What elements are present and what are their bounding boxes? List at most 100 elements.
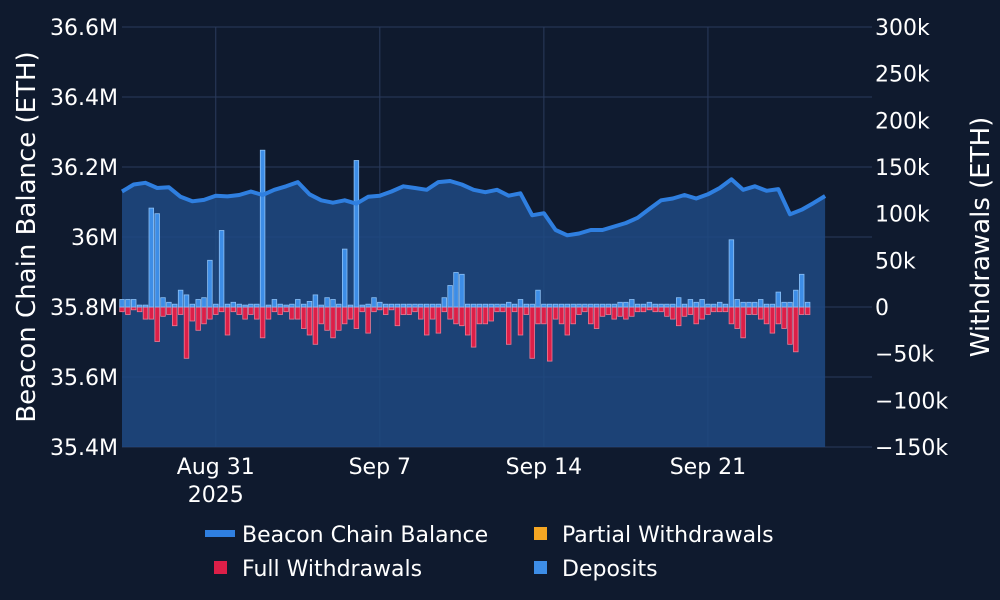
x-tick-sublabel: 2025: [188, 483, 244, 508]
full-withdrawal-bar: [717, 306, 723, 313]
y-right-tick-label: 50k: [875, 249, 916, 274]
full-withdrawal-bar: [365, 306, 371, 334]
y-right-tick-label: 300k: [875, 16, 930, 41]
full-withdrawal-bar: [318, 306, 324, 325]
y-right-tick-label: −50k: [875, 343, 934, 368]
full-withdrawal-bar: [230, 306, 236, 313]
deposit-bar: [295, 299, 301, 308]
deposit-bar: [781, 301, 787, 308]
y-right-tick-label: 250k: [875, 63, 930, 88]
deposit-bar: [189, 303, 195, 308]
deposit-bar: [746, 301, 752, 308]
deposit-bar: [793, 289, 799, 308]
deposit-bar: [224, 303, 231, 308]
full-withdrawal-bar: [664, 306, 670, 317]
full-withdrawal-bar: [295, 306, 301, 320]
y-left-tick-label: 35.8M: [50, 296, 118, 321]
deposit-bar: [353, 160, 360, 308]
balance-line: [120, 177, 827, 238]
full-withdrawal-bar: [593, 306, 600, 329]
full-withdrawal-bar: [482, 306, 488, 325]
deposit-bar: [347, 304, 354, 308]
full-withdrawal-bar: [441, 306, 447, 313]
full-withdrawal-bar: [136, 306, 143, 313]
deposit-bar: [300, 303, 307, 308]
full-withdrawal-bar: [347, 306, 354, 320]
full-withdrawal-bar: [629, 306, 635, 317]
full-withdrawal-bar: [470, 306, 477, 348]
full-withdrawal-bar: [505, 306, 512, 345]
y-left-tick-label: 35.4M: [50, 436, 118, 461]
full-withdrawal-bar: [359, 306, 365, 313]
deposit-bar: [125, 299, 131, 308]
deposit-bar: [670, 303, 676, 308]
full-withdrawal-bar: [740, 306, 746, 339]
deposit-bar: [265, 304, 272, 308]
full-withdrawal-bar: [722, 306, 729, 313]
deposit-bar: [195, 299, 201, 308]
y-left-tick-label: 35.6M: [50, 366, 118, 391]
full-withdrawal-bar: [171, 306, 178, 327]
deposit-bar: [283, 304, 289, 308]
deposit-bar: [646, 301, 653, 308]
deposit-bar: [676, 297, 682, 308]
deposit-bar: [400, 303, 406, 308]
full-withdrawal-bar: [394, 306, 401, 327]
full-withdrawal-bar: [769, 306, 776, 334]
full-withdrawal-bar: [183, 306, 190, 359]
deposit-bar: [523, 303, 529, 308]
full-withdrawal-bar: [793, 306, 799, 353]
full-withdrawal-bar: [324, 306, 330, 331]
full-withdrawal-bar: [541, 306, 547, 325]
full-withdrawal-bar: [382, 306, 389, 315]
y-left-tick-label: 36.4M: [50, 86, 118, 111]
y-left-tick-label: 36M: [71, 226, 118, 251]
deposit-bar: [464, 303, 471, 308]
deposit-bar: [441, 297, 447, 308]
deposit-bar: [201, 297, 207, 308]
full-withdrawal-bar: [265, 306, 272, 320]
deposit-bar: [605, 303, 611, 308]
deposit-bar: [681, 303, 688, 308]
deposit-bar: [693, 301, 699, 308]
full-withdrawal-bar: [758, 306, 764, 320]
full-withdrawal-bar: [213, 306, 219, 315]
full-withdrawal-bar: [699, 306, 705, 320]
full-withdrawal-bar: [611, 306, 617, 320]
x-tick-label: Sep 21: [670, 455, 746, 480]
deposit-bar: [277, 303, 283, 308]
deposit-bar: [365, 303, 371, 308]
full-withdrawal-bar: [259, 306, 266, 339]
full-withdrawal-bar: [447, 306, 453, 320]
deposit-bar: [382, 303, 389, 308]
full-withdrawal-bar: [752, 306, 758, 315]
full-withdrawal-bar: [248, 306, 254, 315]
full-withdrawal-bar: [189, 306, 195, 322]
y-right-tick-label: −100k: [875, 389, 948, 414]
full-withdrawal-bar: [529, 306, 535, 359]
full-withdrawal-bar: [400, 306, 406, 315]
deposit-bar: [154, 213, 160, 308]
full-withdrawal-bar: [599, 306, 606, 317]
deposit-bar: [623, 301, 629, 308]
deposit-bar: [207, 259, 213, 308]
x-tick-label: Sep 7: [349, 455, 411, 480]
full-withdrawal-bar: [670, 306, 676, 320]
full-withdrawal-bar: [804, 306, 811, 315]
deposit-bar: [752, 301, 758, 308]
deposit-bar: [136, 304, 143, 308]
full-withdrawal-bar: [166, 306, 172, 315]
deposit-bar: [476, 303, 483, 308]
y-right-tick-label: 150k: [875, 156, 930, 181]
deposit-bar: [218, 230, 225, 308]
full-withdrawal-bar: [781, 306, 787, 329]
legend-label: Full Withdrawals: [242, 557, 422, 582]
y-right-tick-label: 0: [875, 296, 889, 321]
full-withdrawal-bar: [517, 306, 524, 336]
full-withdrawal-bar: [312, 306, 319, 345]
full-withdrawal-bar: [582, 306, 588, 313]
y-right-tick-label: 100k: [875, 203, 930, 228]
deposit-bar: [535, 289, 541, 308]
y-right-tick-label: −150k: [875, 436, 948, 461]
full-withdrawal-bar: [652, 306, 658, 313]
